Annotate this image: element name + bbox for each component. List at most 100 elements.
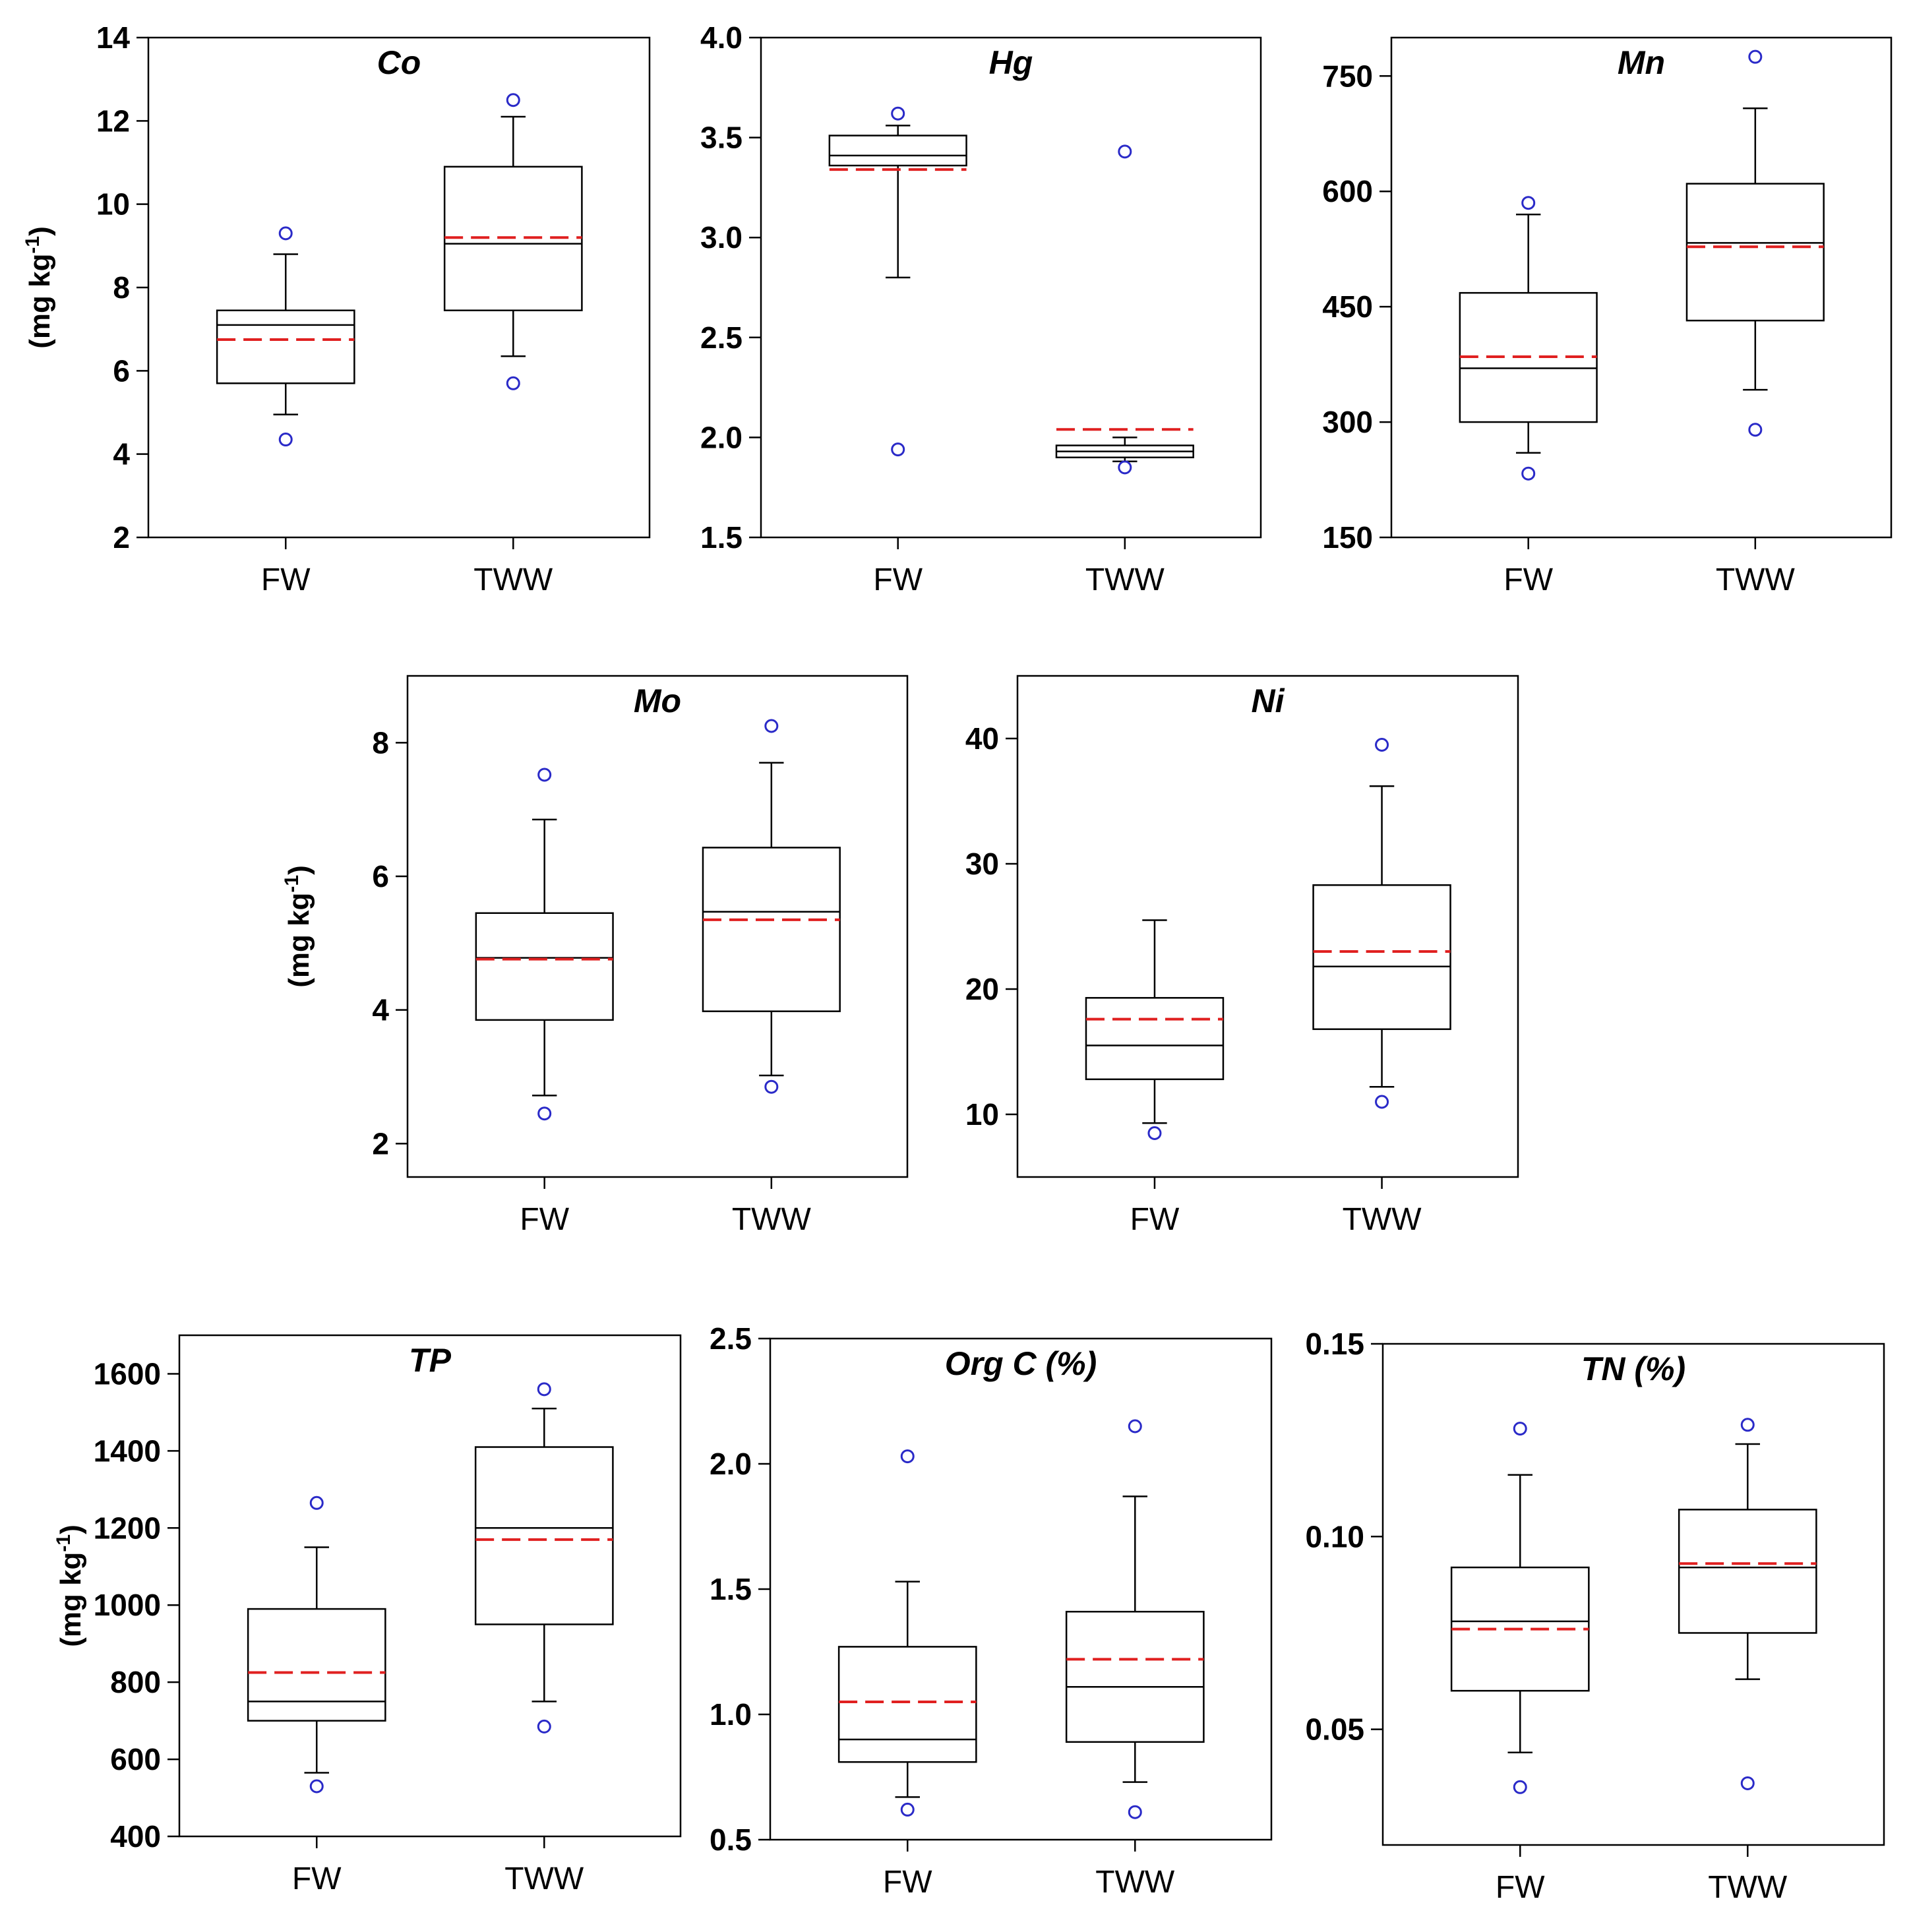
panel-title: Co: [377, 44, 421, 81]
y-axis-label-superscript: -1: [281, 875, 303, 893]
y-tick-label: 1.0: [710, 1697, 752, 1732]
y-axis-label-text: (mg kg: [283, 893, 315, 988]
iqr-box: [1312, 884, 1451, 1031]
outlier-point: [891, 106, 905, 121]
y-axis-label: (mg kg-1): [53, 1524, 87, 1647]
iqr-box: [475, 912, 614, 1021]
outlier-point: [764, 1079, 779, 1094]
y-axis-label-superscript: -1: [53, 1534, 75, 1552]
outlier-point: [1118, 460, 1132, 475]
box-fw: FW: [216, 226, 355, 597]
y-tick-label: 0.10: [1305, 1519, 1364, 1554]
box-fw: FW: [475, 768, 614, 1237]
x-category-label: FW: [292, 1861, 342, 1896]
y-tick-label: 3.5: [700, 121, 743, 155]
box-fw: FW: [1459, 196, 1598, 597]
x-category-label: TWW: [1716, 562, 1796, 597]
panel-5: TP 400 600 800 1000 1200 1400 1600 (mg kg-1) FW TW…: [53, 1334, 682, 1896]
outlier-point: [1513, 1422, 1527, 1436]
panel-3: Mo 2 4 6 8 (mg kg-1) FW TWW: [281, 675, 909, 1237]
iqr-box: [247, 1608, 386, 1722]
y-tick-label: 10: [965, 1097, 999, 1132]
panel-title: Org C (%): [945, 1345, 1097, 1382]
outlier-point: [1375, 738, 1389, 752]
panel-title: Ni: [1252, 682, 1285, 719]
outlier-point: [1128, 1419, 1142, 1434]
y-tick-label: 0.5: [710, 1823, 752, 1857]
y-tick-label: 2.5: [710, 1321, 752, 1356]
iqr-box: [1685, 183, 1825, 322]
x-category-label: FW: [1130, 1202, 1180, 1237]
iqr-box: [702, 847, 841, 1012]
iqr-box: [216, 309, 355, 384]
y-tick-label: 8: [113, 270, 130, 305]
y-tick-label: 2.0: [710, 1447, 752, 1481]
box-tww: TWW: [1065, 1419, 1205, 1900]
y-axis-label: (mg kg-1): [22, 226, 56, 349]
outlier-point: [1521, 466, 1536, 481]
outlier-point: [537, 1719, 551, 1734]
iqr-box: [474, 1446, 614, 1625]
iqr-box: [1085, 997, 1225, 1081]
y-axis-label-close: ): [55, 1524, 87, 1534]
panel-4: Ni 10 20 30 40 FW TWW: [965, 675, 1519, 1237]
box-fw: FW: [837, 1449, 977, 1900]
outlier-point: [1147, 1126, 1162, 1140]
outlier-point: [537, 1382, 551, 1397]
panel-7: TN (%) 0.05 0.10 0.15 FW TWW: [1305, 1327, 1885, 1905]
y-tick-label: 750: [1322, 59, 1373, 93]
y-tick-label: 1200: [94, 1511, 161, 1545]
box-tww: TWW: [1685, 49, 1825, 597]
y-tick-label: 30: [965, 847, 999, 881]
y-tick-label: 0.15: [1305, 1327, 1364, 1361]
x-category-label: TWW: [1343, 1202, 1422, 1237]
panel-title: Mo: [634, 682, 681, 719]
y-tick-label: 2: [372, 1126, 389, 1161]
x-category-label: FW: [261, 562, 311, 597]
outlier-point: [1740, 1776, 1755, 1790]
iqr-box: [828, 135, 967, 167]
outlier-point: [764, 719, 779, 733]
y-tick-label: 12: [96, 104, 130, 138]
y-tick-label: 2.0: [700, 420, 743, 454]
panel-1: Hg 1.5 2.0 2.5 3.0 3.5 4.0 FW TWW: [700, 20, 1262, 597]
x-category-label: TWW: [1095, 1865, 1175, 1900]
y-tick-label: 40: [965, 721, 999, 756]
y-tick-label: 800: [110, 1665, 161, 1699]
y-tick-label: 1400: [94, 1434, 161, 1468]
y-axis-label-text: (mg kg: [55, 1552, 87, 1647]
y-tick-label: 4: [372, 993, 389, 1027]
box-fw: FW: [1450, 1422, 1590, 1905]
y-axis-label-superscript: -1: [22, 236, 44, 254]
x-category-label: TWW: [473, 562, 553, 597]
plot-frame: [1390, 36, 1893, 539]
x-category-label: TWW: [732, 1202, 812, 1237]
box-fw: FW: [247, 1495, 386, 1896]
box-tww: TWW: [474, 1382, 614, 1896]
outlier-point: [537, 768, 552, 782]
outlier-point: [537, 1106, 552, 1121]
y-axis-label-close: ): [24, 226, 56, 236]
y-tick-label: 400: [110, 1819, 161, 1854]
y-tick-label: 10: [96, 187, 130, 222]
y-tick-label: 6: [113, 353, 130, 388]
outlier-point: [278, 226, 293, 241]
outlier-point: [1375, 1095, 1389, 1109]
plot-frame: [178, 1334, 682, 1838]
box-tww: TWW: [443, 93, 583, 597]
box-tww: TWW: [1312, 738, 1451, 1237]
x-category-label: TWW: [504, 1861, 584, 1896]
y-tick-label: 2: [113, 520, 130, 555]
y-tick-label: 20: [965, 972, 999, 1006]
box-tww: TWW: [702, 719, 841, 1237]
box-tww: TWW: [1678, 1418, 1817, 1905]
y-tick-label: 1.5: [700, 520, 743, 555]
y-tick-label: 600: [1322, 174, 1373, 208]
box-fw: FW: [828, 106, 967, 597]
y-tick-label: 3.0: [700, 220, 743, 255]
outlier-point: [900, 1449, 915, 1464]
y-axis-label-text: (mg kg: [24, 254, 56, 349]
plot-frame: [1381, 1343, 1885, 1846]
panel-0: Co 2 4 6 8 10 12 14 (mg kg-1) FW TWW: [22, 20, 651, 597]
